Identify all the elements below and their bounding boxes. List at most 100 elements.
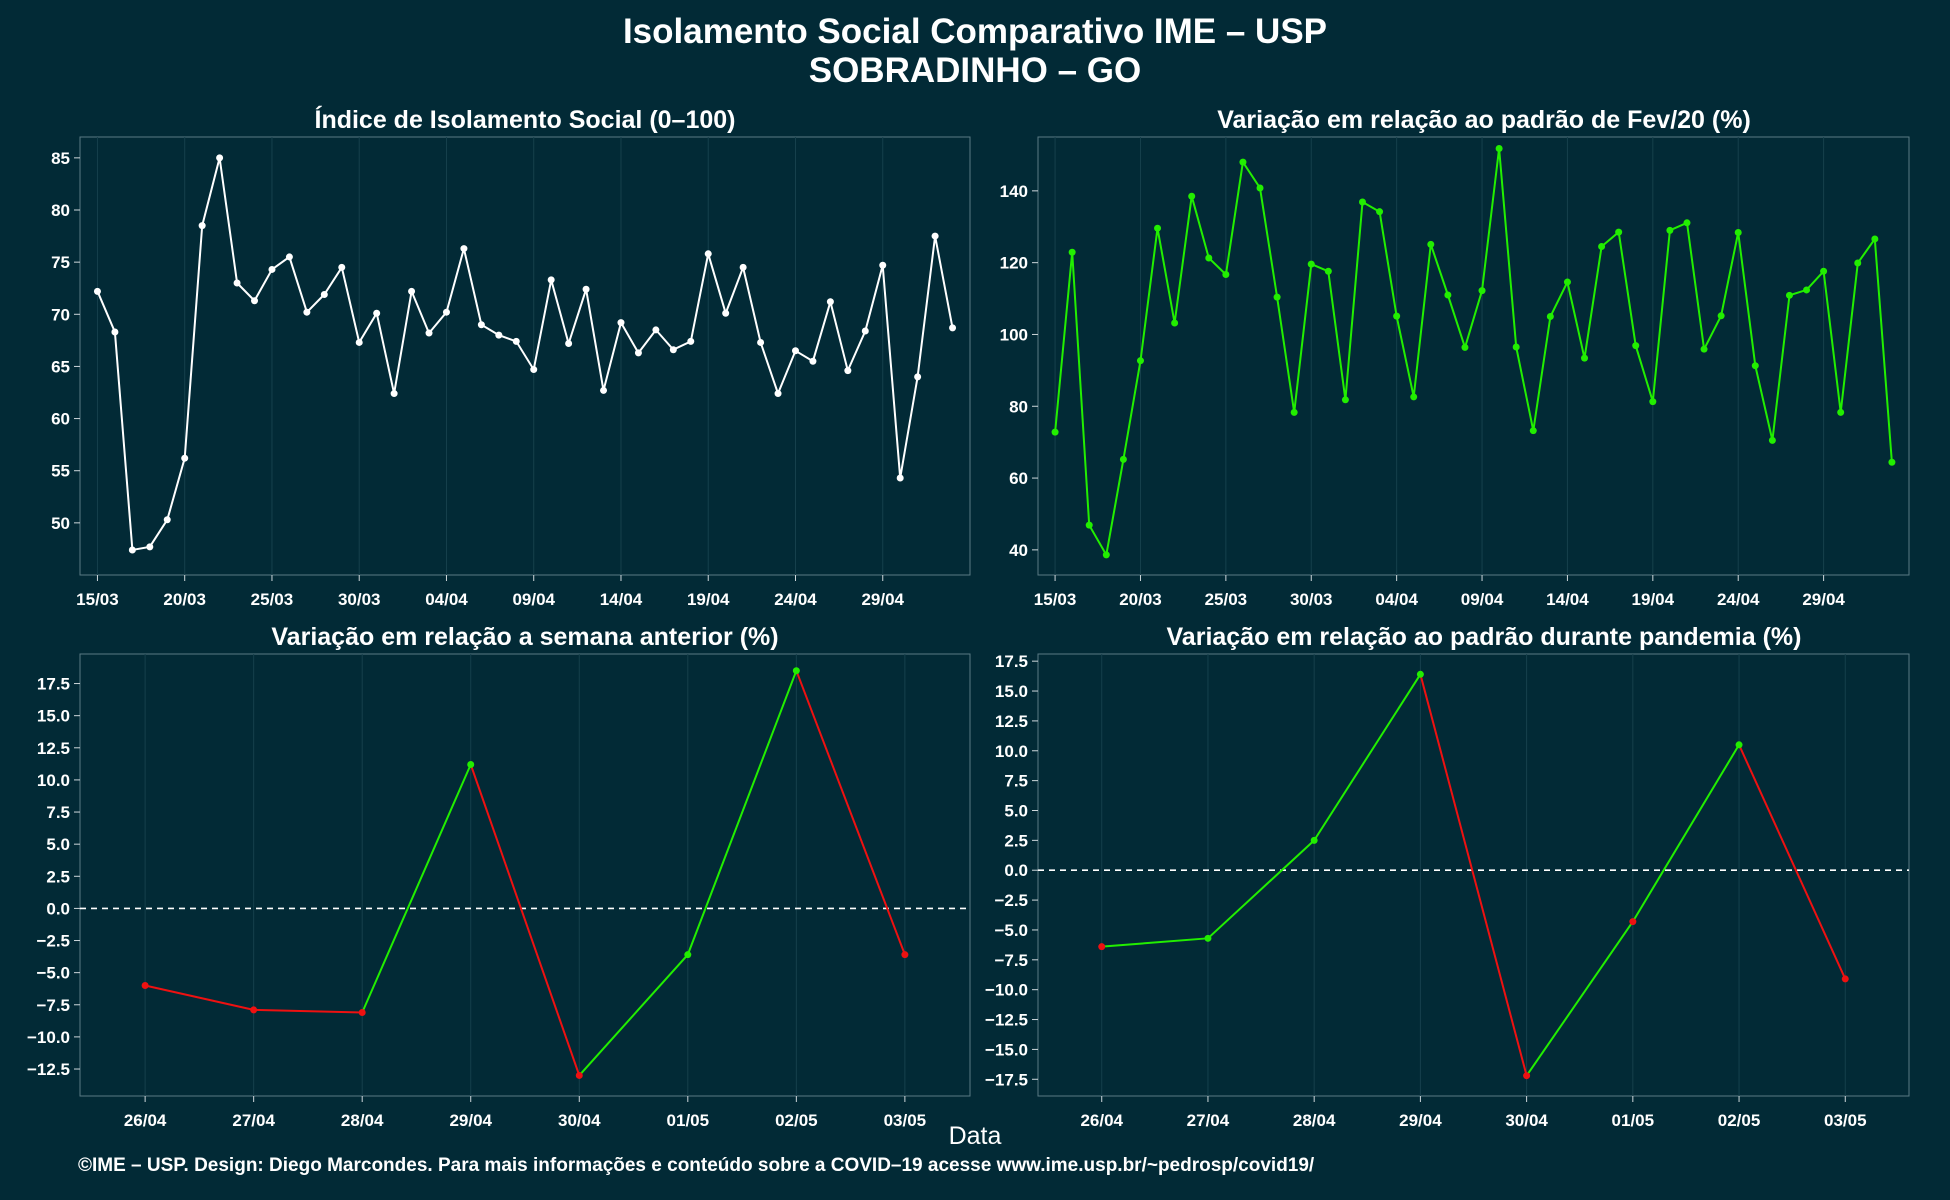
- data-point-variation-feb: [1205, 254, 1213, 262]
- y-tick-label: −5.0: [994, 921, 1028, 940]
- data-point-isolation-index: [634, 349, 642, 357]
- x-tick-label: 27/04: [1187, 1111, 1230, 1130]
- data-point-variation-feb: [1307, 260, 1315, 268]
- chart-subtitle-location: SOBRADINHO – GO: [808, 51, 1142, 90]
- data-point-variation-feb: [1119, 455, 1127, 463]
- data-point-variation-feb: [1717, 312, 1725, 320]
- y-tick-label: 60: [1009, 469, 1028, 488]
- data-point-variation-feb: [1188, 192, 1196, 200]
- data-point-isolation-index: [320, 290, 328, 298]
- plot-border-variation-pandemic: [1037, 653, 1910, 1097]
- x-tick-label: 24/04: [1717, 590, 1760, 609]
- series-segment-variation-week: [253, 1008, 363, 1014]
- data-point-isolation-index: [146, 543, 154, 551]
- y-tick-label: −2.5: [36, 932, 70, 951]
- data-point-variation-feb: [1495, 144, 1503, 152]
- data-point-isolation-index: [198, 222, 206, 230]
- y-tick-label: 10.0: [995, 742, 1028, 761]
- data-point-variation-feb: [1461, 343, 1469, 351]
- series-segment-variation-pandemic: [1525, 921, 1634, 1077]
- x-tick-label: 19/04: [687, 590, 730, 609]
- x-tick-label: 04/04: [1375, 590, 1418, 609]
- data-point-isolation-index: [600, 386, 608, 394]
- y-tick-label: −10.0: [985, 981, 1028, 1000]
- data-point-variation-pandemic: [1841, 975, 1849, 983]
- y-tick-label: 5.0: [1004, 801, 1028, 820]
- y-tick-label: 2.5: [1004, 831, 1028, 850]
- data-point-variation-feb: [1171, 319, 1179, 327]
- data-point-variation-feb: [1444, 291, 1452, 299]
- series-segment-variation-pandemic: [1207, 839, 1315, 940]
- data-point-variation-pandemic: [1098, 943, 1106, 951]
- y-tick-label: −12.5: [27, 1060, 70, 1079]
- x-axis-label: Data: [948, 1122, 1002, 1150]
- data-point-variation-feb: [1154, 224, 1162, 232]
- data-point-isolation-index: [704, 250, 712, 258]
- x-tick-label: 28/04: [1293, 1111, 1336, 1130]
- data-point-variation-feb: [1239, 158, 1247, 166]
- data-point-variation-feb: [1581, 354, 1589, 362]
- data-point-isolation-index: [338, 263, 346, 271]
- y-tick-label: 7.5: [46, 803, 70, 822]
- data-point-isolation-index: [669, 346, 677, 354]
- x-tick-label: 02/05: [775, 1111, 818, 1130]
- data-point-isolation-index: [896, 474, 904, 482]
- data-point-isolation-index: [861, 327, 869, 335]
- x-tick-label: 09/04: [1461, 590, 1504, 609]
- y-tick-label: −2.5: [994, 891, 1028, 910]
- data-point-variation-feb: [1888, 458, 1896, 466]
- y-tick-label: −5.0: [36, 964, 70, 983]
- y-tick-label: −7.5: [994, 951, 1028, 970]
- data-point-isolation-index: [879, 261, 887, 269]
- y-tick-label: 75: [51, 253, 70, 272]
- data-point-variation-feb: [1666, 226, 1674, 234]
- data-point-isolation-index: [268, 265, 276, 273]
- data-point-variation-feb: [1222, 271, 1230, 279]
- series-segment-variation-week: [361, 764, 472, 1013]
- data-point-variation-pandemic: [1310, 836, 1318, 844]
- data-point-isolation-index: [216, 154, 224, 162]
- data-point-variation-week: [358, 1008, 366, 1016]
- data-point-isolation-index: [128, 546, 136, 554]
- series-segment-variation-pandemic: [1631, 744, 1740, 923]
- data-point-variation-feb: [1854, 259, 1862, 267]
- panel-title-variation-pandemic: Variação em relação ao padrão durante pa…: [1167, 623, 1802, 651]
- x-tick-label: 03/05: [1824, 1111, 1867, 1130]
- data-point-isolation-index: [582, 285, 590, 293]
- data-point-isolation-index: [652, 326, 660, 334]
- y-tick-label: 80: [1009, 397, 1028, 416]
- chart-main-title: Isolamento Social Comparativo IME – USP: [622, 12, 1328, 51]
- x-tick-label: 29/04: [449, 1111, 492, 1130]
- data-point-variation-feb: [1871, 235, 1879, 243]
- data-point-variation-feb: [1427, 240, 1435, 248]
- data-point-isolation-index: [442, 308, 450, 316]
- data-point-variation-feb: [1358, 198, 1366, 206]
- data-point-variation-feb: [1700, 345, 1708, 353]
- data-point-variation-feb: [1768, 436, 1776, 444]
- data-point-isolation-index: [390, 390, 398, 398]
- x-tick-label: 29/04: [861, 590, 904, 609]
- data-point-isolation-index: [722, 309, 730, 317]
- x-tick-label: 28/04: [341, 1111, 384, 1130]
- series-segment-variation-pandemic: [1313, 673, 1422, 841]
- data-point-isolation-index: [826, 298, 834, 306]
- data-point-isolation-index: [547, 276, 555, 284]
- x-tick-label: 30/04: [1505, 1111, 1548, 1130]
- data-point-variation-feb: [1615, 228, 1623, 236]
- data-point-variation-pandemic: [1735, 741, 1743, 749]
- data-point-variation-feb: [1820, 267, 1828, 275]
- data-point-isolation-index: [530, 366, 538, 374]
- data-point-variation-feb: [1085, 521, 1093, 529]
- data-point-isolation-index: [111, 328, 119, 336]
- x-tick-label: 30/03: [338, 590, 381, 609]
- data-point-variation-feb: [1837, 408, 1845, 416]
- y-tick-label: 70: [51, 305, 70, 324]
- data-point-variation-week: [901, 951, 909, 959]
- data-point-variation-feb: [1751, 362, 1759, 370]
- y-tick-label: 10.0: [37, 771, 70, 790]
- data-point-variation-feb: [1683, 219, 1691, 227]
- data-point-variation-week: [250, 1006, 258, 1014]
- data-point-variation-feb: [1632, 342, 1640, 350]
- data-point-variation-feb: [1478, 287, 1486, 295]
